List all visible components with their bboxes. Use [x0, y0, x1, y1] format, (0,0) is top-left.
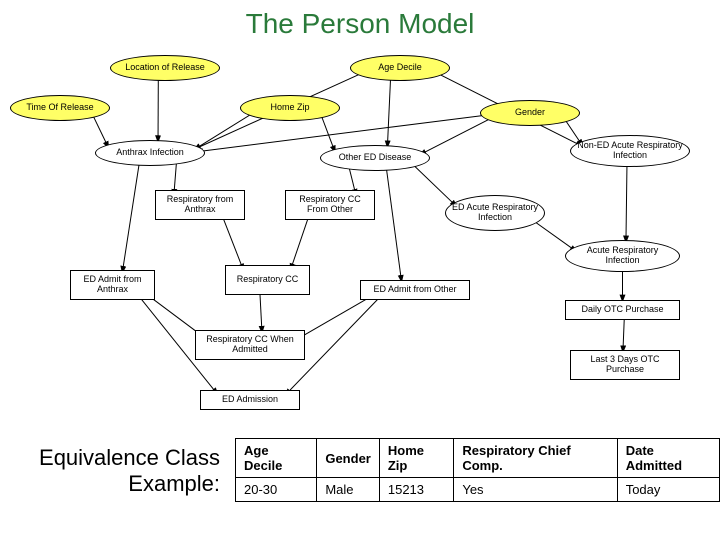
node-location-of-release: Location of Release — [110, 55, 220, 81]
node-ed-admission: ED Admission — [200, 390, 300, 410]
node-ed-acute-resp: ED Acute Respiratory Infection — [445, 195, 545, 231]
node-gender: Gender — [480, 100, 580, 126]
node-resp-cc: Respiratory CC — [225, 265, 310, 295]
th-resp: Respiratory Chief Comp. — [454, 439, 617, 478]
node-time-of-release: Time Of Release — [10, 95, 110, 121]
node-resp-from-anthrax: Respiratory from Anthrax — [155, 190, 245, 220]
node-other-ed-disease: Other ED Disease — [320, 145, 430, 171]
node-ed-admit-other: ED Admit from Other — [360, 280, 470, 300]
node-home-zip: Home Zip — [240, 95, 340, 121]
td-date: Today — [617, 478, 719, 502]
node-acute-resp: Acute Respiratory Infection — [565, 240, 680, 272]
node-ed-admit-anthrax: ED Admit from Anthrax — [70, 270, 155, 300]
node-age-decile: Age Decile — [350, 55, 450, 81]
td-gender: Male — [317, 478, 380, 502]
th-age: Age Decile — [236, 439, 317, 478]
th-zip: Home Zip — [379, 439, 453, 478]
equivalence-label-line2: Example: — [20, 471, 220, 497]
td-age: 20-30 — [236, 478, 317, 502]
node-anthrax-infection: Anthrax Infection — [95, 140, 205, 166]
td-zip: 15213 — [379, 478, 453, 502]
node-resp-cc-admitted: Respiratory CC When Admitted — [195, 330, 305, 360]
node-resp-cc-from-other: Respiratory CC From Other — [285, 190, 375, 220]
page-title: The Person Model — [0, 0, 720, 40]
equivalence-label: Equivalence Class Example: — [20, 445, 220, 497]
th-gender: Gender — [317, 439, 380, 478]
equivalence-label-line1: Equivalence Class — [20, 445, 220, 471]
table-row: 20-30 Male 15213 Yes Today — [236, 478, 720, 502]
table-header-row: Age Decile Gender Home Zip Respiratory C… — [236, 439, 720, 478]
td-resp: Yes — [454, 478, 617, 502]
th-date: Date Admitted — [617, 439, 719, 478]
node-daily-otc: Daily OTC Purchase — [565, 300, 680, 320]
node-last-3-days: Last 3 Days OTC Purchase — [570, 350, 680, 380]
equivalence-table: Age Decile Gender Home Zip Respiratory C… — [235, 438, 720, 502]
node-non-ed-acute: Non-ED Acute Respiratory Infection — [570, 135, 690, 167]
